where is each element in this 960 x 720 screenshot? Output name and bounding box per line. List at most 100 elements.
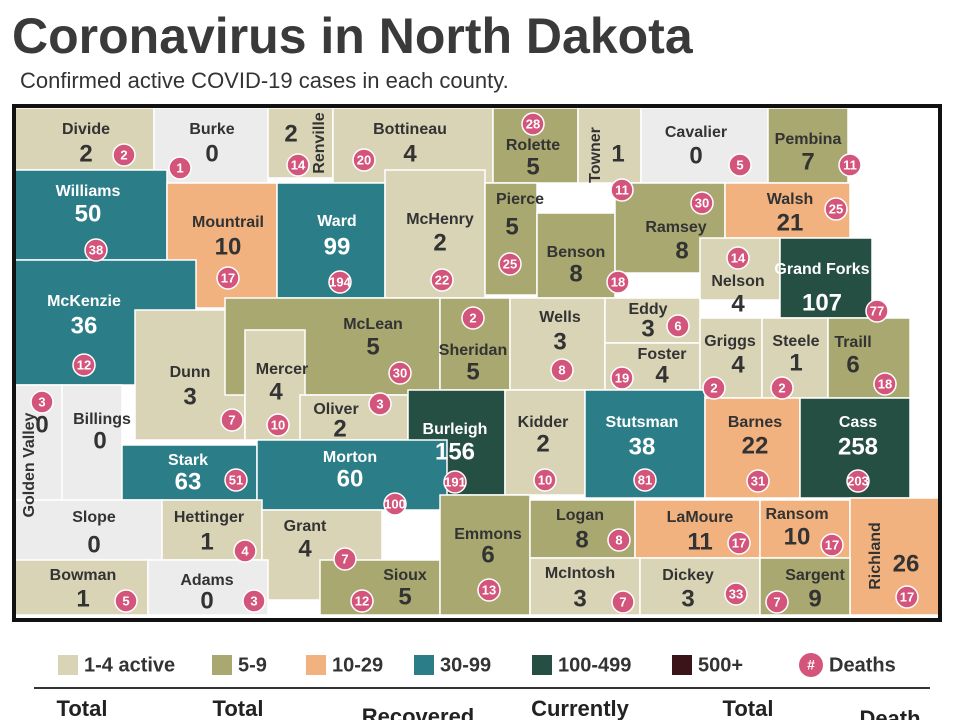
legend-swatch bbox=[532, 655, 552, 675]
death-badge bbox=[216, 266, 240, 290]
death-badge bbox=[333, 547, 357, 571]
death-count: 203 bbox=[847, 473, 869, 488]
death-count: 18 bbox=[878, 376, 892, 391]
death-badge bbox=[286, 153, 310, 177]
legend-label: 5-9 bbox=[238, 654, 267, 676]
death-count: 5 bbox=[122, 593, 129, 608]
death-badge bbox=[383, 492, 407, 516]
county-name: McHenry bbox=[406, 211, 474, 228]
active-count: 4 bbox=[298, 535, 312, 562]
death-badge bbox=[388, 361, 412, 385]
death-badge bbox=[765, 590, 789, 614]
death-count: 2 bbox=[710, 380, 717, 395]
death-count: 7 bbox=[619, 594, 626, 609]
county-name: Divide bbox=[62, 121, 110, 138]
death-badge bbox=[606, 270, 630, 294]
county-name: Benson bbox=[547, 244, 606, 261]
death-badge bbox=[865, 299, 889, 323]
county-name: LaMoure bbox=[667, 509, 734, 526]
active-count: 6 bbox=[481, 541, 494, 568]
county-name: Walsh bbox=[767, 191, 814, 208]
active-count: 1 bbox=[611, 140, 624, 167]
death-count: 25 bbox=[829, 201, 843, 216]
county-name: Slope bbox=[72, 509, 116, 526]
legend-death-label: Deaths bbox=[829, 654, 896, 676]
death-badge bbox=[443, 470, 467, 494]
county-name: Griggs bbox=[704, 333, 756, 350]
active-count: 0 bbox=[87, 531, 100, 558]
county-name: Adams bbox=[180, 572, 233, 589]
active-count: 0 bbox=[93, 427, 106, 454]
active-count: 10 bbox=[784, 523, 811, 550]
county-name: Sargent bbox=[785, 567, 845, 584]
death-count: 17 bbox=[221, 270, 235, 285]
active-count: 50 bbox=[75, 200, 102, 227]
death-badge bbox=[727, 531, 751, 555]
death-count: 31 bbox=[751, 473, 765, 488]
county-name: Dunn bbox=[170, 364, 211, 381]
county-name: Oliver bbox=[313, 401, 358, 418]
death-count: 14 bbox=[731, 250, 746, 265]
legend-swatch bbox=[414, 655, 434, 675]
county bbox=[827, 317, 911, 399]
death-badge bbox=[702, 376, 726, 400]
active-count: 22 bbox=[742, 432, 769, 459]
active-count: 60 bbox=[337, 465, 364, 492]
active-count: 0 bbox=[200, 587, 213, 614]
death-count: 8 bbox=[615, 532, 622, 547]
death-badge bbox=[728, 153, 752, 177]
county-name: Cass bbox=[839, 414, 877, 431]
legend-swatch bbox=[306, 655, 326, 675]
county bbox=[724, 182, 851, 239]
death-badge bbox=[846, 469, 870, 493]
active-count: 0 bbox=[689, 142, 702, 169]
active-count: 4 bbox=[731, 290, 745, 317]
legend-swatch bbox=[212, 655, 232, 675]
active-count: 36 bbox=[71, 312, 98, 339]
death-badge bbox=[220, 408, 244, 432]
death-count: 3 bbox=[250, 593, 257, 608]
death-count: 2 bbox=[778, 380, 785, 395]
death-badge bbox=[477, 578, 501, 602]
death-badge bbox=[611, 590, 635, 614]
death-count: 30 bbox=[393, 365, 407, 380]
active-count: 1 bbox=[200, 528, 213, 555]
death-badge bbox=[168, 156, 192, 180]
active-count: 4 bbox=[655, 361, 669, 388]
death-badge bbox=[368, 392, 392, 416]
active-count: 3 bbox=[183, 383, 196, 410]
death-badge bbox=[350, 589, 374, 613]
death-count: 28 bbox=[526, 116, 540, 131]
death-badge bbox=[498, 252, 522, 276]
county-name: Pierce bbox=[496, 191, 544, 208]
death-badge bbox=[746, 469, 770, 493]
death-badge bbox=[461, 306, 485, 330]
death-count: 12 bbox=[77, 357, 91, 372]
death-badge bbox=[873, 372, 897, 396]
death-badge bbox=[610, 178, 634, 202]
state-outline bbox=[12, 104, 942, 622]
legend-swatch bbox=[58, 655, 78, 675]
county-name: Dickey bbox=[662, 567, 714, 584]
county-name: Logan bbox=[556, 507, 604, 524]
death-count: 7 bbox=[341, 551, 348, 566]
legend: 1-4 active 5-9 10-29 30-99 100-499 500+ # Death… bbox=[58, 653, 896, 677]
county-name: Emmons bbox=[454, 526, 522, 543]
active-count: 21 bbox=[777, 209, 804, 236]
active-count: 10 bbox=[215, 233, 242, 260]
death-badge bbox=[266, 413, 290, 437]
county-name: Cavalier bbox=[665, 124, 727, 141]
death-count: 2 bbox=[469, 310, 476, 325]
county-name: McKenzie bbox=[47, 293, 121, 310]
death-count: 11 bbox=[615, 182, 629, 197]
county bbox=[779, 237, 873, 319]
death-count: 1 bbox=[176, 160, 183, 175]
active-count: 8 bbox=[575, 526, 588, 553]
county-name: Richland bbox=[867, 522, 884, 590]
active-count: 5 bbox=[505, 213, 518, 240]
county-name: Rolette bbox=[506, 137, 560, 154]
county-name: Sioux bbox=[383, 567, 427, 584]
